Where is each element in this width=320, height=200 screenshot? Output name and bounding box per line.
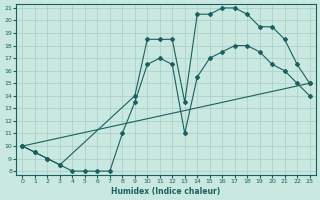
X-axis label: Humidex (Indice chaleur): Humidex (Indice chaleur) [111, 187, 221, 196]
